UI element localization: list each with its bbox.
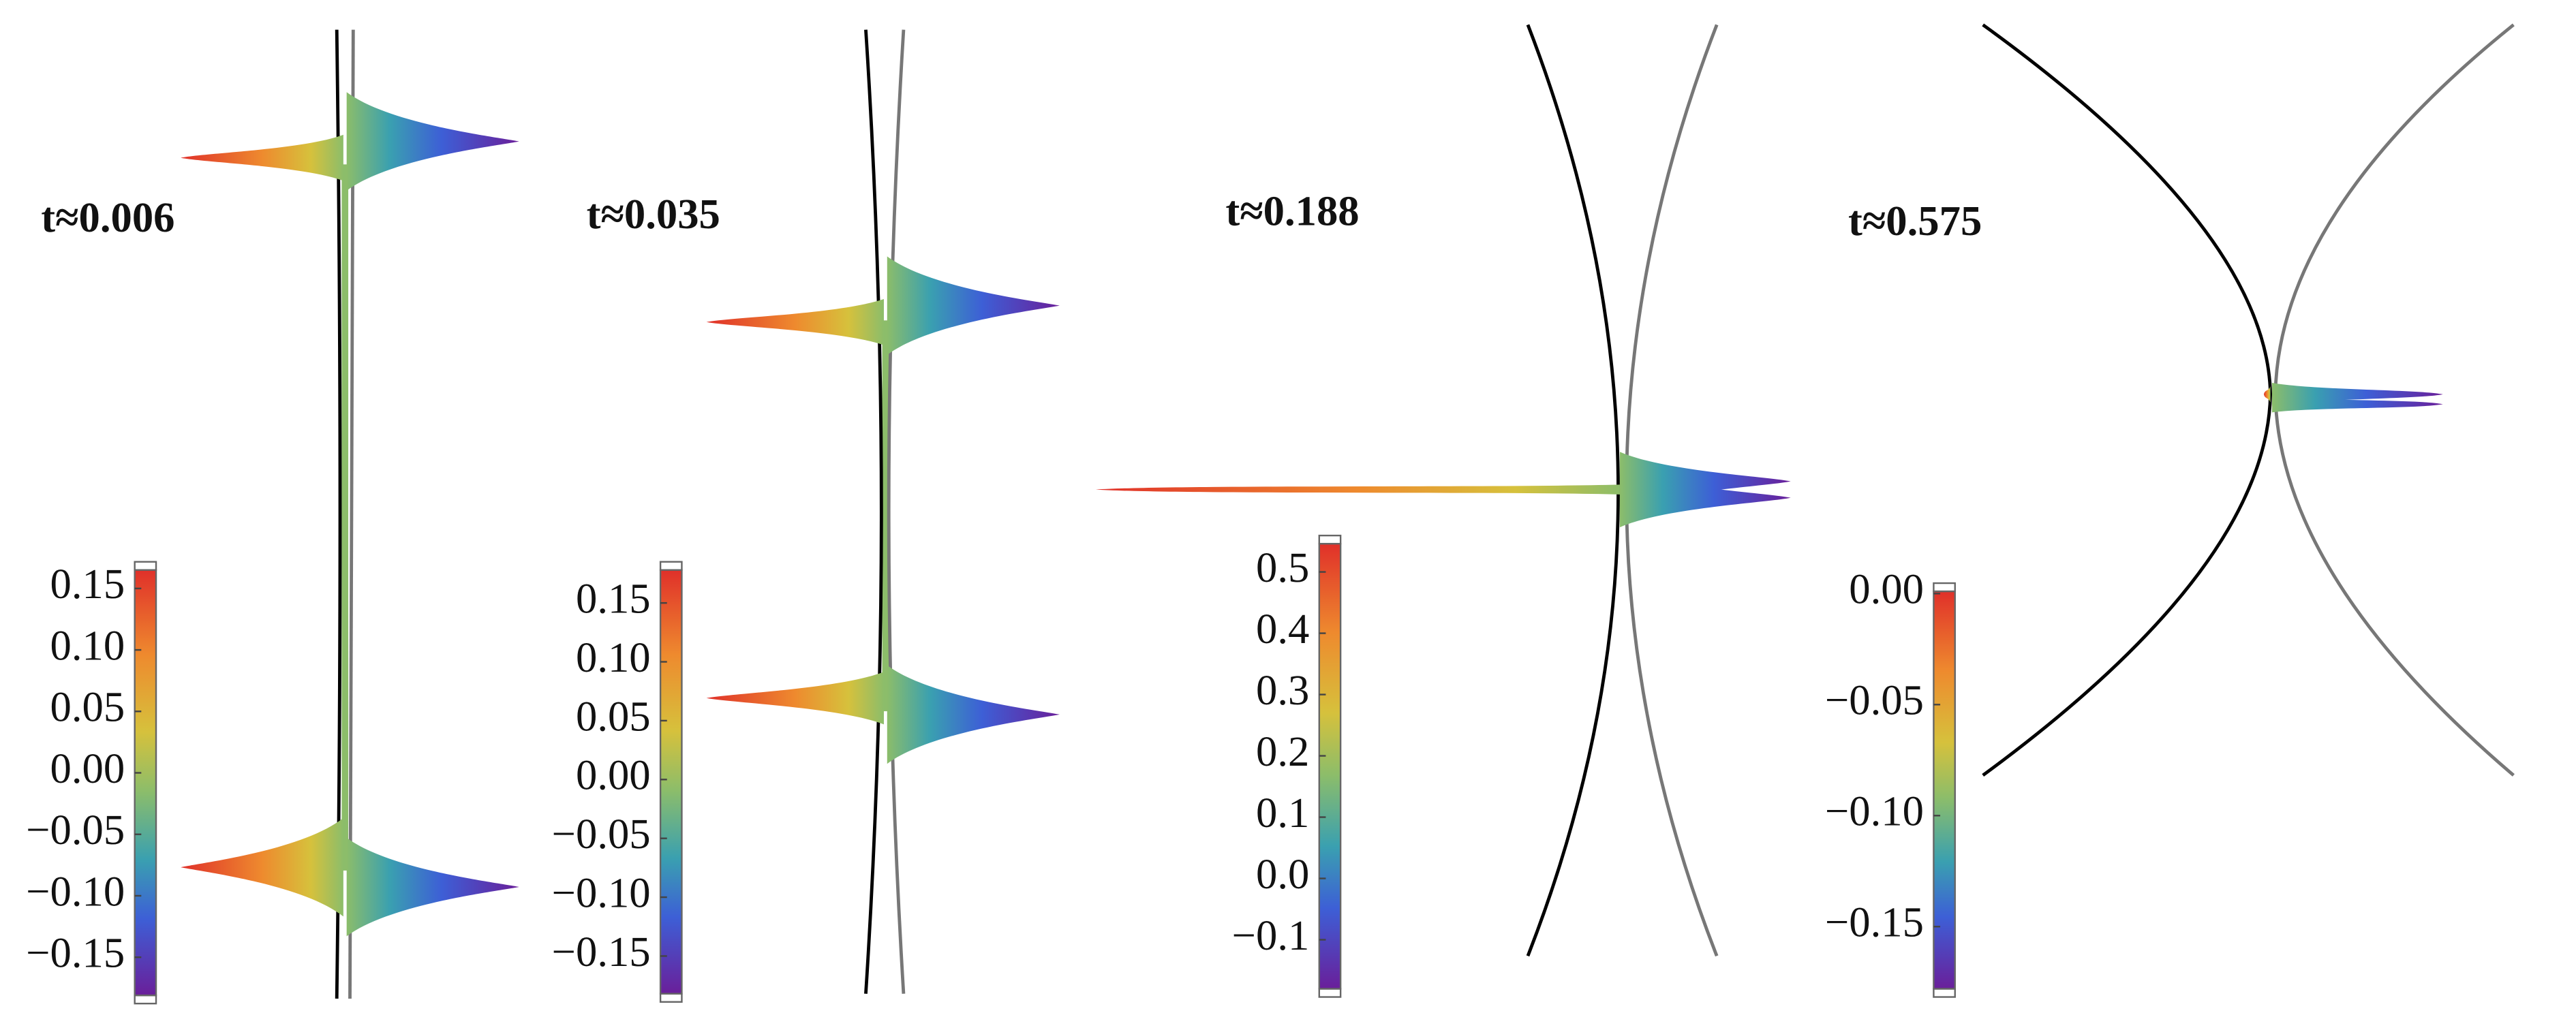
colorbar-tick-label: 0.15 bbox=[576, 575, 651, 623]
colorbar-tick-label: 0.3 bbox=[1256, 666, 1309, 714]
colorbar-cap bbox=[1933, 582, 1956, 593]
field-shapes bbox=[181, 23, 2515, 999]
spike bbox=[706, 672, 884, 725]
colorbar-tick-label: 0.2 bbox=[1256, 728, 1309, 775]
colorbar-tick-label: 0.05 bbox=[50, 683, 125, 731]
colorbar-tick-label: −0.05 bbox=[1825, 676, 1924, 724]
time-label: t≈0.035 bbox=[587, 190, 720, 238]
colorbar-tick-label: −0.1 bbox=[1232, 911, 1310, 959]
colorbar bbox=[1318, 542, 1342, 990]
spike bbox=[2263, 386, 2271, 403]
spike bbox=[1619, 468, 1791, 528]
colorbar-tick-label: −0.10 bbox=[552, 869, 651, 916]
colorbar-tick-label: 0.1 bbox=[1256, 789, 1309, 837]
colorbar-tick-label: −0.05 bbox=[26, 806, 125, 854]
colorbar-tick-label: 0.10 bbox=[576, 634, 651, 681]
colorbar-tick-label: 0.5 bbox=[1256, 544, 1309, 591]
colorbar-tick-label: −0.10 bbox=[26, 867, 125, 915]
spike bbox=[706, 298, 884, 345]
colorbar-tick-label: 0.00 bbox=[50, 745, 125, 792]
colorbar-tick-label: −0.05 bbox=[552, 810, 651, 858]
colorbar-tick-label: −0.15 bbox=[1825, 899, 1924, 946]
spike bbox=[181, 817, 343, 917]
colorbar-tick-label: 0.15 bbox=[50, 560, 125, 608]
time-label: t≈0.575 bbox=[1848, 197, 1982, 245]
colorbar-tick-label: −0.15 bbox=[552, 928, 651, 976]
colorbar-cap bbox=[134, 994, 157, 1005]
colorbar-cap bbox=[1318, 534, 1342, 545]
colorbar-cap bbox=[1933, 988, 1956, 998]
colorbar bbox=[659, 569, 683, 995]
colorbar-tick-label: −0.15 bbox=[26, 929, 125, 977]
spike bbox=[346, 837, 519, 937]
colorbars: t≈0.006 0.15 0.10 0.05 0.00 −0.05 −0.10 −0.15 t≈… bbox=[26, 187, 1982, 1005]
spike bbox=[887, 665, 1060, 764]
colorbar-cap bbox=[659, 561, 683, 571]
colorbar bbox=[1933, 590, 1956, 990]
spike bbox=[346, 92, 519, 191]
spike bbox=[1095, 484, 1620, 495]
colorbar bbox=[134, 569, 157, 997]
spike bbox=[181, 134, 343, 181]
colorbar-tick-label: 0.0 bbox=[1256, 850, 1309, 898]
colorbar-tick-label: −0.10 bbox=[1825, 787, 1924, 835]
spike bbox=[2272, 396, 2443, 413]
colorbar-tick-label: 0.05 bbox=[576, 692, 651, 740]
time-label: t≈0.006 bbox=[41, 193, 174, 241]
colorbar-tick-label: 0.00 bbox=[576, 751, 651, 799]
time-label: t≈0.188 bbox=[1225, 187, 1359, 234]
colorbar-cap bbox=[134, 561, 157, 571]
colorbar-cap bbox=[1318, 988, 1342, 998]
colorbar-tick-label: 0.4 bbox=[1256, 605, 1309, 653]
spike bbox=[887, 256, 1060, 355]
colorbar-tick-label: 0.00 bbox=[1849, 565, 1924, 613]
colorbar-cap bbox=[659, 993, 683, 1003]
colorbar-tick-label: 0.10 bbox=[50, 621, 125, 669]
